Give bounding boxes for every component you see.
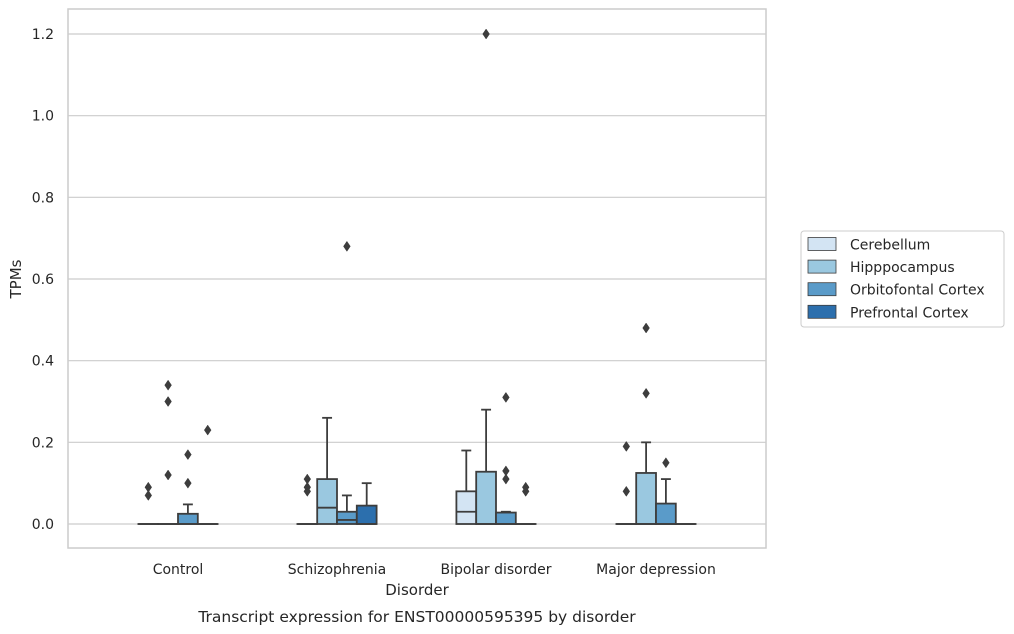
box-hipppocampus — [475, 28, 497, 525]
plot-area-frame — [67, 8, 767, 549]
y-axis-label: TPMs — [7, 259, 25, 299]
box-prefrontal-cortex — [196, 424, 219, 525]
y-tick-label: 1.2 — [32, 27, 54, 43]
box-prefrontal-cortex — [355, 482, 378, 525]
box-hipppocampus — [316, 416, 338, 525]
outlier-point — [502, 473, 510, 485]
outlier-point — [164, 396, 172, 407]
box-body — [475, 470, 497, 525]
box-cerebellum — [296, 473, 319, 525]
legend-label: Prefrontal Cortex — [850, 305, 969, 321]
outlier-point — [144, 481, 153, 493]
box-body — [336, 510, 358, 525]
outlier-point — [184, 477, 192, 489]
x-tick-label: Schizophrenia — [288, 562, 386, 578]
y-tick-labels: 0.0 0.2 0.4 0.6 0.8 1.0 1.2 — [32, 27, 54, 533]
box-cerebellum — [137, 481, 160, 525]
gridlines — [68, 33, 766, 525]
outlier-point — [642, 387, 650, 399]
y-tick-label: 0.4 — [32, 354, 54, 370]
box-body — [655, 502, 677, 525]
outlier-point — [144, 489, 153, 501]
legend-swatch — [807, 259, 837, 274]
x-tick-labels: Control Schizophrenia Bipolar disorder Majo… — [153, 562, 716, 578]
x-tick-label: Control — [153, 562, 204, 578]
x-axis-label: Disorder — [385, 581, 449, 599]
x-tick-label: Bipolar disorder — [440, 562, 551, 578]
y-tick-label: 0.6 — [32, 272, 54, 288]
box-cerebellum — [615, 440, 638, 525]
outlier-point — [642, 322, 650, 334]
box-prefrontal-cortex — [514, 481, 537, 525]
outlier-point — [502, 465, 510, 477]
outlier-point — [622, 440, 631, 452]
legend-swatch — [807, 304, 837, 319]
legend-label: Cerebellum — [850, 238, 930, 254]
legend-label: Hipppocampus — [850, 260, 955, 276]
outlier-point — [164, 379, 172, 391]
box-hipppocampus — [157, 379, 179, 525]
box-body — [455, 490, 478, 525]
y-tick-label: 0.2 — [32, 435, 54, 451]
outlier-point — [203, 424, 212, 436]
box-orbitofontal-cortex — [495, 391, 517, 525]
box-body — [177, 512, 199, 525]
box-body — [316, 478, 338, 525]
legend-frame — [800, 230, 1005, 328]
x-tick-label: Major depression — [596, 562, 716, 578]
outlier-point — [303, 481, 312, 493]
box-hipppocampus — [635, 322, 657, 525]
legend-swatch — [807, 282, 837, 297]
legend-swatch — [807, 237, 837, 251]
box-orbitofontal-cortex — [655, 457, 677, 525]
box-body — [495, 511, 517, 525]
outlier-point — [482, 28, 490, 40]
box-orbitofontal-cortex — [336, 240, 358, 525]
box-body — [635, 472, 657, 525]
outlier-point — [164, 469, 172, 481]
outlier-point — [184, 449, 192, 461]
y-tick-label: 0.0 — [32, 517, 54, 533]
box-body — [355, 504, 378, 525]
outlier-point — [502, 391, 510, 403]
outlier-point — [622, 485, 631, 497]
legend: Cerebellum Hipppocampus Orbitofontal Corte… — [800, 230, 1005, 328]
box-groups — [137, 28, 697, 525]
box-cerebellum — [455, 449, 478, 525]
outlier-point — [343, 240, 351, 252]
outlier-point — [303, 473, 312, 485]
box-orbitofontal-cortex — [177, 449, 199, 525]
y-tick-label: 0.8 — [32, 190, 54, 206]
outlier-point — [662, 457, 670, 469]
chart-caption: Transcript expression for ENST0000059539… — [197, 608, 636, 626]
legend-label: Orbitofontal Cortex — [850, 283, 985, 299]
legend-items: Cerebellum Hipppocampus Orbitofontal Corte… — [807, 237, 985, 321]
outlier-point — [521, 481, 530, 493]
y-tick-label: 1.0 — [32, 109, 54, 125]
